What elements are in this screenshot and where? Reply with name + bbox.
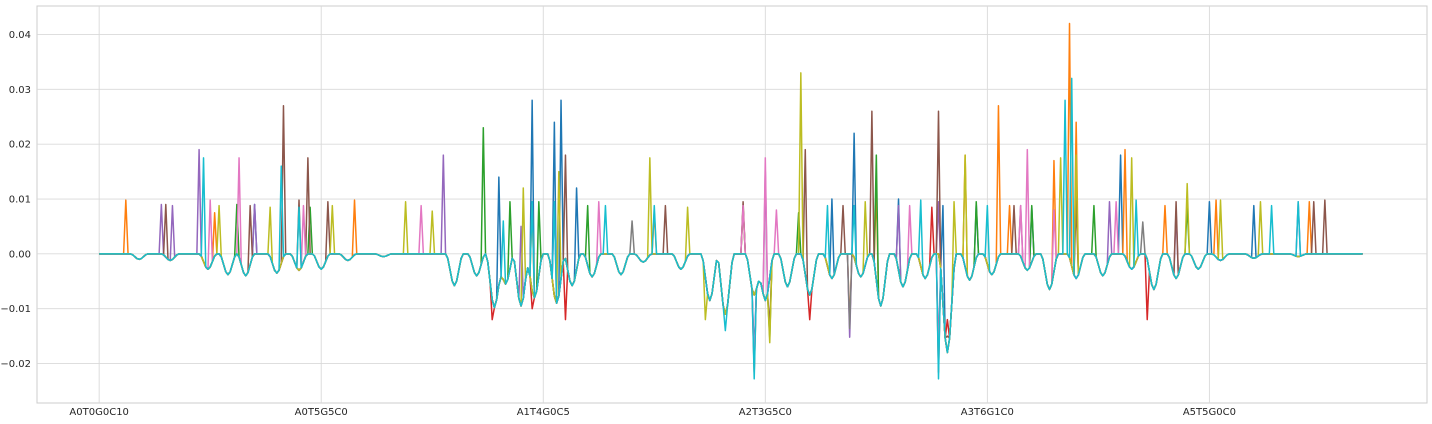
y-tick-label: −0.01 bbox=[0, 304, 31, 315]
x-tick-label: A3T6G1C0 bbox=[961, 407, 1014, 418]
x-tick-label: A2T3G5C0 bbox=[739, 407, 792, 418]
x-tick-label: A1T4G0C5 bbox=[517, 407, 570, 418]
x-tick-label: A0T0G0C10 bbox=[69, 407, 129, 418]
x-tick-label: A5T5G0C0 bbox=[1183, 407, 1236, 418]
series-group bbox=[99, 22, 1363, 380]
x-tick-label: A0T5G5C0 bbox=[295, 407, 348, 418]
plot-area bbox=[36, 5, 1428, 404]
y-tick-label: 0.00 bbox=[9, 249, 31, 260]
x-axis: A0T0G0C10 A0T5G5C0 A1T4G0C5 A2T3G5C0 A3T6G1C… bbox=[69, 407, 1236, 418]
y-tick-label: 0.02 bbox=[9, 140, 31, 151]
y-axis: −0.02 −0.01 0.00 0.01 0.02 0.03 0.04 bbox=[0, 30, 31, 370]
y-tick-label: −0.02 bbox=[0, 359, 31, 370]
y-tick-label: 0.01 bbox=[9, 195, 31, 206]
series-line-10 bbox=[99, 77, 1363, 380]
y-tick-label: 0.03 bbox=[9, 85, 31, 96]
y-tick-label: 0.04 bbox=[9, 30, 31, 41]
